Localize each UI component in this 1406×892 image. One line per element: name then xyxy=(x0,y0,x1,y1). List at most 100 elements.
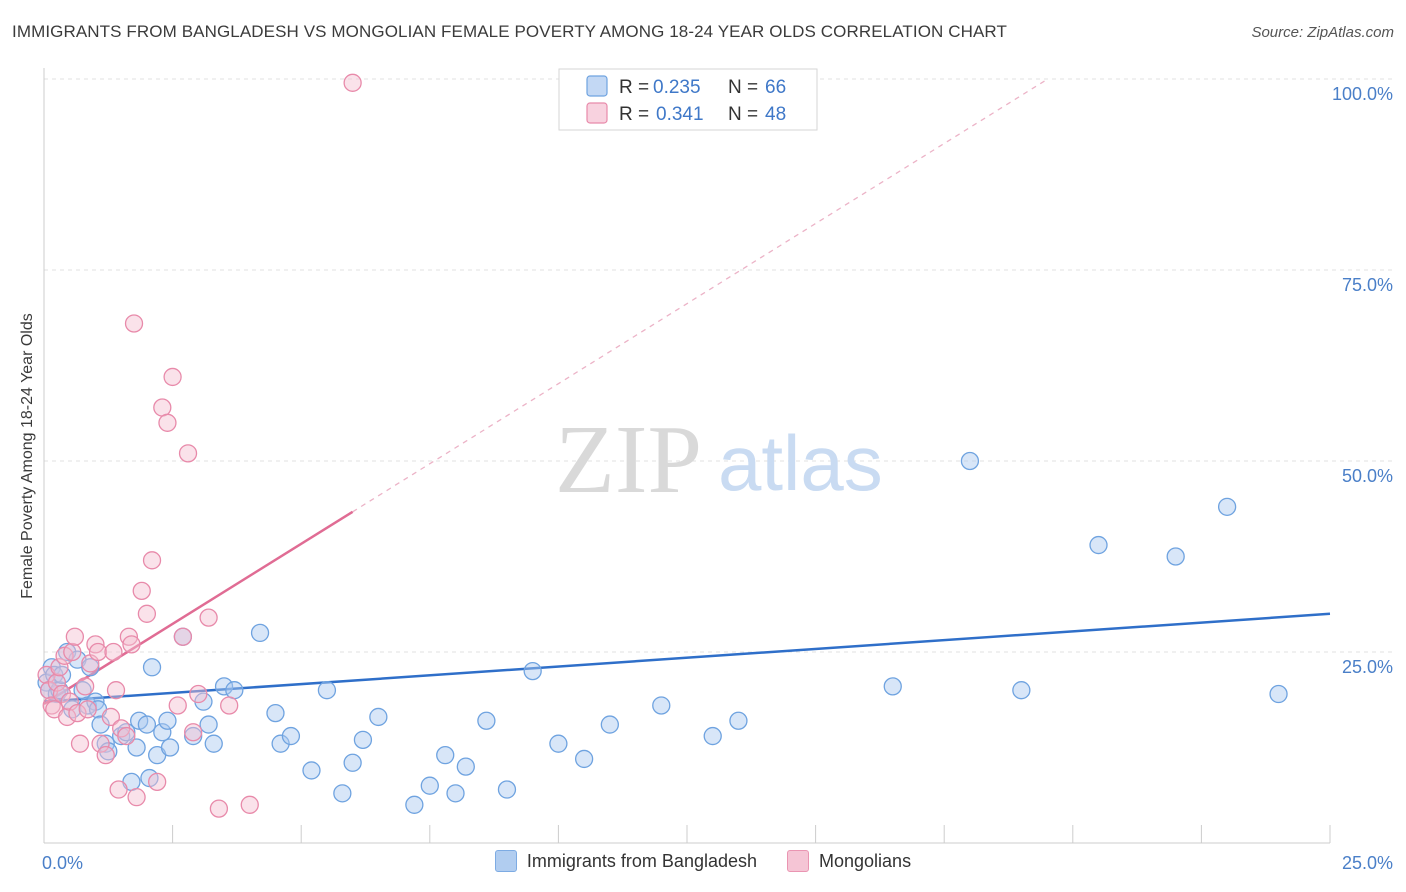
series-points-1 xyxy=(37,73,362,818)
data-point xyxy=(91,734,110,753)
legend-n-label-bangladesh: N = xyxy=(728,77,758,98)
watermark: ZIP atlas xyxy=(555,406,883,514)
data-point xyxy=(703,726,722,746)
data-points xyxy=(37,73,1288,818)
data-point xyxy=(271,734,290,753)
data-point xyxy=(600,715,619,734)
data-point xyxy=(91,715,110,734)
data-point xyxy=(250,623,270,643)
data-point xyxy=(420,776,439,795)
x-tick-label: 25.0% xyxy=(1342,853,1393,873)
data-point xyxy=(178,444,198,463)
data-point xyxy=(302,761,321,780)
data-point xyxy=(1012,681,1031,700)
legend-item-bangladesh: Immigrants from Bangladesh xyxy=(494,850,758,872)
legend-n-label-mongolians: N = xyxy=(728,104,758,125)
data-point xyxy=(456,757,475,776)
data-point xyxy=(343,73,362,92)
data-point xyxy=(124,314,144,333)
legend-swatch xyxy=(494,850,517,872)
legend-label: Immigrants from Bangladesh xyxy=(526,850,758,871)
data-point xyxy=(184,723,203,742)
data-point xyxy=(1269,684,1288,704)
data-point xyxy=(549,734,568,753)
data-point xyxy=(65,627,85,646)
data-point xyxy=(343,753,362,772)
data-point xyxy=(189,684,208,704)
data-point xyxy=(137,604,157,623)
data-point xyxy=(281,726,301,746)
data-point xyxy=(729,711,748,730)
legend-r-label-bangladesh: R = xyxy=(619,77,649,98)
data-point xyxy=(204,734,223,753)
legend-n-value-mongolians: 48 xyxy=(765,104,786,125)
data-point xyxy=(163,367,182,387)
data-point xyxy=(960,451,980,471)
data-point xyxy=(446,784,465,803)
y-tick-label: 75.0% xyxy=(1342,275,1393,295)
legend-r-label-mongolians: R = xyxy=(619,104,649,125)
data-point xyxy=(158,413,177,432)
legend-r-value-bangladesh: 0.235 xyxy=(653,77,701,98)
data-point xyxy=(88,642,108,662)
legend-swatch xyxy=(787,850,810,872)
data-point xyxy=(153,398,172,417)
data-point xyxy=(117,726,136,746)
trend-line-mongolians xyxy=(43,510,354,706)
data-point xyxy=(78,700,97,719)
data-point xyxy=(1217,497,1237,516)
legend-swatch-mongolians xyxy=(586,102,608,124)
data-point xyxy=(122,635,141,654)
y-tick-label: 50.0% xyxy=(1342,466,1393,486)
data-point xyxy=(214,677,234,696)
data-point xyxy=(225,681,244,700)
data-point xyxy=(109,780,128,799)
data-point xyxy=(76,677,95,696)
data-point xyxy=(142,551,162,570)
chart-source: Source: ZipAtlas.com xyxy=(1251,24,1394,41)
data-point xyxy=(523,661,542,681)
data-point xyxy=(220,696,239,715)
data-point xyxy=(353,730,373,750)
data-point xyxy=(405,795,424,814)
data-point xyxy=(68,703,87,723)
data-point xyxy=(477,711,496,730)
legend-r-value-mongolians: 0.341 xyxy=(656,104,704,125)
y-tick-label: 25.0% xyxy=(1342,657,1393,677)
data-point xyxy=(168,696,187,715)
data-point xyxy=(369,707,388,727)
data-point xyxy=(101,707,121,727)
data-point xyxy=(50,658,69,677)
watermark-zip: ZIP xyxy=(555,406,702,514)
data-point xyxy=(883,677,902,696)
data-point xyxy=(160,738,180,757)
data-point xyxy=(106,681,126,700)
gridlines xyxy=(44,78,1392,653)
data-point xyxy=(333,784,352,803)
data-point xyxy=(436,745,455,765)
data-point xyxy=(148,772,167,792)
data-point xyxy=(266,703,285,723)
data-point xyxy=(96,745,115,765)
data-point xyxy=(52,684,72,704)
y-tick-label: 100.0% xyxy=(1332,84,1393,104)
data-point xyxy=(199,608,218,627)
watermark-atlas: atlas xyxy=(718,419,883,507)
data-point xyxy=(317,681,337,700)
axes xyxy=(43,68,1331,844)
data-point xyxy=(497,780,517,799)
data-point xyxy=(199,715,218,734)
data-point xyxy=(57,707,77,727)
data-point xyxy=(652,696,671,715)
tick-labels: 25.0% 50.0% 75.0% 100.0% 0.0% 25.0% xyxy=(42,84,1393,873)
data-point xyxy=(240,795,259,814)
data-point xyxy=(1089,535,1108,555)
chart-title: IMMIGRANTS FROM BANGLADESH VS MONGOLIAN … xyxy=(12,22,1007,41)
trend-lines xyxy=(43,78,1331,706)
data-point xyxy=(137,715,157,734)
data-point xyxy=(132,581,151,601)
data-point xyxy=(158,711,177,730)
data-point xyxy=(127,788,146,807)
legend-swatch-bangladesh xyxy=(586,75,608,97)
